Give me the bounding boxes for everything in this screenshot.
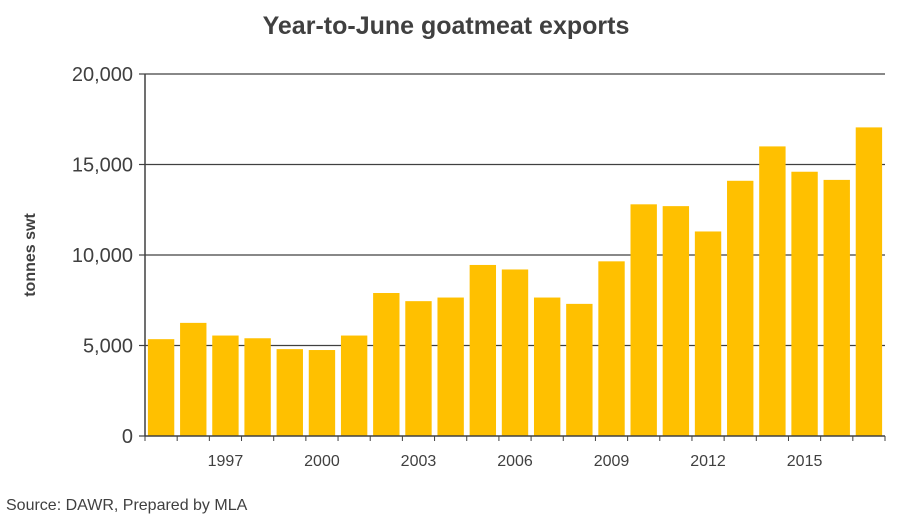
bar bbox=[437, 297, 464, 436]
bar bbox=[340, 335, 368, 436]
bar bbox=[373, 293, 400, 436]
bar bbox=[405, 301, 432, 436]
bar bbox=[469, 264, 497, 436]
x-tick-label: 2003 bbox=[401, 453, 437, 470]
bar bbox=[308, 350, 336, 436]
source-note: Source: DAWR, Prepared by MLA bbox=[6, 497, 248, 514]
bar bbox=[662, 206, 690, 436]
bar bbox=[855, 127, 883, 437]
x-axis-ticks: 1997 2000 2003 2006 2009 2012 2015 bbox=[144, 436, 886, 470]
y-tick-label: 5,000 bbox=[83, 336, 133, 358]
y-tick-label: 10,000 bbox=[72, 245, 133, 267]
bar bbox=[147, 339, 175, 436]
x-tick-label: 2009 bbox=[594, 453, 630, 470]
bar bbox=[501, 269, 529, 436]
bar bbox=[212, 335, 239, 436]
x-tick-label: 2000 bbox=[304, 453, 340, 470]
y-axis-label: tonnes swt bbox=[22, 213, 39, 297]
bar bbox=[823, 179, 850, 436]
x-tick-label: 2006 bbox=[497, 453, 533, 470]
bar bbox=[276, 349, 303, 436]
bar bbox=[180, 322, 207, 436]
bar bbox=[533, 297, 561, 436]
bar bbox=[630, 204, 657, 436]
x-tick-label: 2015 bbox=[787, 453, 823, 470]
bar bbox=[791, 171, 818, 437]
chart-title: Year-to-June goatmeat exports bbox=[263, 12, 630, 40]
bar bbox=[759, 146, 786, 436]
bar bbox=[694, 231, 722, 436]
bar bbox=[727, 180, 754, 436]
y-tick-label: 15,000 bbox=[72, 155, 133, 177]
bar bbox=[244, 338, 271, 436]
y-tick-label: 0 bbox=[122, 426, 133, 448]
y-axis-ticks: 0 5,000 10,000 15,000 20,000 bbox=[72, 64, 145, 448]
y-tick-label: 20,000 bbox=[72, 64, 133, 86]
x-tick-label: 1997 bbox=[208, 453, 244, 470]
bar bbox=[598, 261, 625, 436]
x-tick-label: 2012 bbox=[690, 453, 726, 470]
bar bbox=[566, 303, 593, 436]
bars bbox=[147, 127, 883, 437]
